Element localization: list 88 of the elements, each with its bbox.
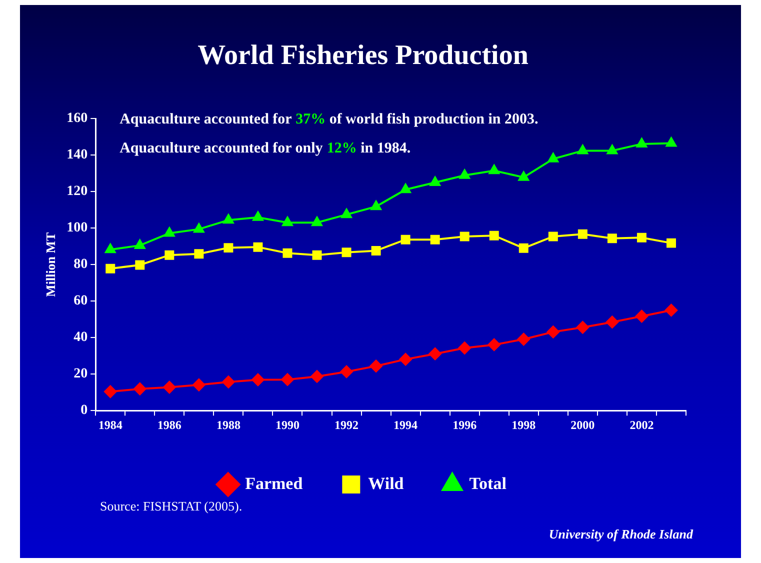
point bbox=[518, 243, 528, 253]
point bbox=[429, 176, 441, 186]
x-tick-label: 1992 bbox=[334, 418, 359, 432]
y-tick-label: 40 bbox=[74, 330, 88, 346]
point bbox=[280, 373, 294, 386]
y-tick-label: 120 bbox=[66, 184, 88, 200]
point bbox=[194, 249, 204, 259]
point bbox=[222, 375, 235, 388]
annotation: Aquaculture accounted for 37% of world fish production in 2003. bbox=[120, 111, 538, 128]
chart-title: World Fisheries Production bbox=[198, 40, 529, 72]
legend-label: Total bbox=[469, 474, 507, 493]
annotation: Aquaculture accounted for only 12% in 1984. bbox=[120, 140, 411, 156]
point bbox=[311, 216, 323, 226]
point bbox=[371, 246, 381, 256]
point bbox=[428, 347, 442, 360]
point bbox=[133, 382, 146, 396]
y-tick-label: 0 bbox=[80, 403, 88, 418]
y-tick-label: 80 bbox=[74, 257, 88, 272]
point bbox=[104, 243, 116, 254]
point bbox=[370, 360, 383, 373]
point bbox=[460, 232, 470, 242]
point bbox=[162, 380, 176, 394]
x-tick-label: 1986 bbox=[157, 418, 182, 432]
point bbox=[488, 164, 500, 174]
point bbox=[488, 338, 501, 352]
source-note: Source: FISHSTAT (2005). bbox=[100, 498, 242, 514]
y-tick-label: 140 bbox=[66, 148, 88, 163]
legend-label: Wild bbox=[368, 474, 404, 493]
x-tick-label: 2002 bbox=[630, 418, 654, 432]
point bbox=[399, 352, 412, 366]
y-tick-label: 160 bbox=[66, 111, 88, 126]
y-tick-label: 100 bbox=[66, 220, 88, 236]
point bbox=[224, 243, 234, 253]
point bbox=[546, 325, 560, 338]
x-tick-label: 2000 bbox=[570, 418, 595, 432]
point bbox=[400, 183, 412, 194]
point bbox=[400, 234, 410, 244]
point bbox=[548, 232, 558, 242]
point bbox=[606, 316, 619, 329]
point bbox=[458, 168, 470, 179]
point bbox=[607, 234, 617, 244]
point bbox=[636, 232, 646, 242]
point bbox=[340, 365, 354, 378]
point bbox=[458, 342, 472, 355]
x-tick-label: 1994 bbox=[394, 418, 418, 432]
point bbox=[576, 320, 590, 334]
point bbox=[104, 385, 117, 398]
x-tick-label: 1988 bbox=[216, 418, 240, 432]
point bbox=[342, 248, 352, 258]
point bbox=[310, 370, 324, 383]
point bbox=[666, 238, 676, 248]
point bbox=[489, 230, 499, 240]
point bbox=[517, 332, 530, 346]
legend-label: Farmed bbox=[245, 474, 304, 493]
point bbox=[192, 378, 206, 392]
point bbox=[664, 304, 678, 317]
x-tick-label: 1998 bbox=[512, 418, 536, 432]
point bbox=[106, 264, 116, 274]
point bbox=[430, 234, 440, 244]
x-tick-label: 1984 bbox=[98, 418, 122, 432]
y-tick-label: 60 bbox=[74, 294, 88, 309]
point bbox=[576, 144, 588, 154]
x-tick-label: 1990 bbox=[275, 418, 300, 432]
point bbox=[164, 226, 176, 237]
point bbox=[253, 242, 263, 252]
y-tick-label: 20 bbox=[74, 366, 88, 382]
point bbox=[135, 260, 145, 270]
point bbox=[518, 170, 530, 181]
point bbox=[134, 238, 146, 249]
point bbox=[312, 250, 322, 260]
point bbox=[666, 136, 677, 147]
y-axis-title: Million MT bbox=[43, 232, 58, 297]
point bbox=[340, 208, 352, 218]
point bbox=[636, 137, 648, 148]
point bbox=[635, 310, 648, 323]
point bbox=[547, 152, 559, 162]
point bbox=[606, 144, 618, 154]
point bbox=[252, 210, 264, 221]
point bbox=[282, 216, 294, 226]
text: University of Rhode Island bbox=[548, 526, 694, 542]
point bbox=[164, 250, 174, 260]
point bbox=[251, 373, 264, 386]
point bbox=[370, 200, 382, 210]
point bbox=[222, 214, 234, 224]
point bbox=[193, 222, 205, 233]
x-tick-label: 1996 bbox=[452, 418, 477, 432]
point bbox=[282, 248, 292, 258]
point bbox=[578, 229, 588, 239]
